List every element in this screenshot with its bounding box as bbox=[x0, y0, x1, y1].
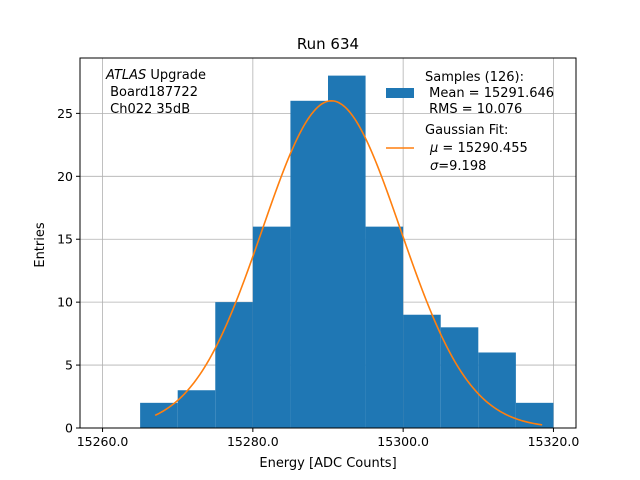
y-tick-label: 25 bbox=[57, 106, 73, 121]
legend-swatch-samples bbox=[386, 88, 414, 98]
legend-fit-sigma-value: =9.198 bbox=[438, 159, 486, 174]
annotation-line-3: Ch022 35dB bbox=[106, 102, 190, 117]
axis-ticks: 15260.0 15280.0 15300.0 15320.0 0 5 10 15 20 25 bbox=[57, 106, 579, 449]
y-tick-label: 15 bbox=[57, 232, 73, 247]
legend-samples-title: Samples (126): bbox=[425, 70, 524, 85]
legend-fit-title: Gaussian Fit: bbox=[425, 123, 508, 138]
y-tick-label: 5 bbox=[65, 358, 73, 373]
legend-fit-mu: μ = 15290.455 bbox=[429, 141, 528, 156]
annotation-upgrade: Upgrade bbox=[146, 68, 206, 83]
annotation-line-2: Board187722 bbox=[106, 85, 198, 100]
annotation-atlas: ATLAS bbox=[105, 68, 146, 83]
histogram-bars bbox=[140, 75, 554, 428]
legend-samples-mean: Mean = 15291.646 bbox=[425, 86, 554, 101]
histogram-bar bbox=[290, 100, 328, 428]
histogram-bar bbox=[252, 226, 291, 428]
legend-samples-rms: RMS = 10.076 bbox=[425, 102, 522, 117]
histogram-bar bbox=[328, 75, 366, 428]
histogram-bar bbox=[177, 390, 216, 428]
sigma-symbol: σ bbox=[430, 159, 439, 174]
histogram-bar bbox=[365, 226, 404, 428]
annotation-line-1: ATLAS Upgrade bbox=[105, 68, 206, 83]
y-axis-label: Entries bbox=[33, 222, 48, 268]
y-tick-label: 0 bbox=[65, 421, 73, 436]
x-axis-label: Energy [ADC Counts] bbox=[259, 456, 396, 471]
legend-fit-mu-value: = 15290.455 bbox=[438, 141, 527, 156]
y-tick-label: 20 bbox=[57, 169, 73, 184]
histogram-bar bbox=[215, 302, 253, 428]
histogram-bar bbox=[403, 314, 441, 428]
histogram-bar bbox=[140, 402, 178, 428]
x-tick-label: 15280.0 bbox=[227, 434, 279, 449]
x-tick-label: 15260.0 bbox=[77, 434, 129, 449]
gaussian-fit-curve bbox=[154, 99, 543, 426]
legend: Samples (126): Mean = 15291.646 RMS = 10… bbox=[386, 70, 554, 174]
histogram-bar bbox=[440, 327, 479, 428]
x-tick-label: 15300.0 bbox=[377, 434, 429, 449]
mu-symbol: μ bbox=[429, 141, 438, 156]
y-tick-label: 10 bbox=[57, 295, 73, 310]
chart-title: Run 634 bbox=[297, 35, 359, 53]
x-tick-label: 15320.0 bbox=[528, 434, 580, 449]
plot-frame bbox=[79, 57, 577, 429]
annotation-box: ATLAS Upgrade Board187722 Ch022 35dB bbox=[105, 68, 206, 117]
legend-fit-sigma: σ=9.198 bbox=[430, 159, 486, 174]
